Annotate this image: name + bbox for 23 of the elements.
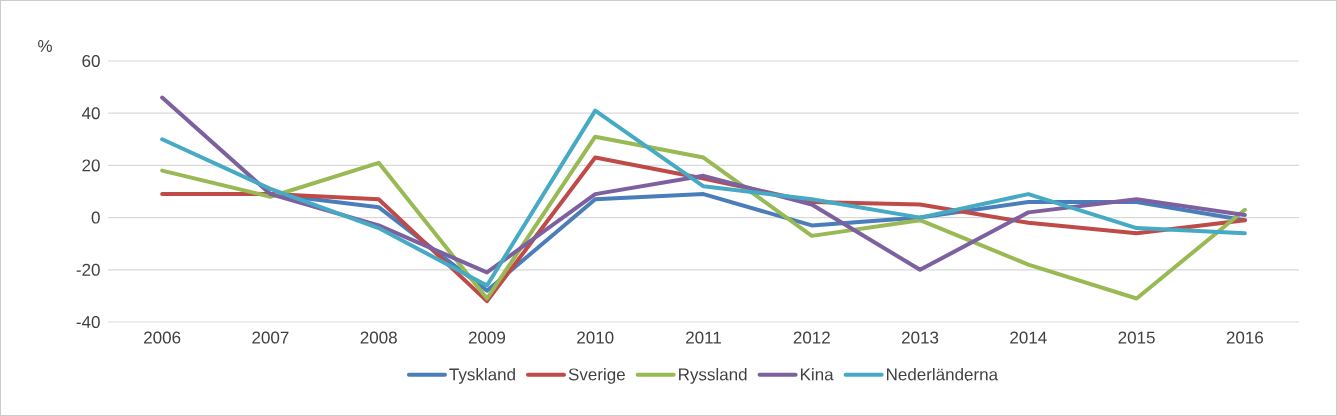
legend-label: Ryssland: [679, 367, 747, 384]
legend-label: Kina: [800, 367, 834, 381]
y-tick-label: 0: [91, 211, 100, 224]
x-tick-label: 2010: [577, 331, 614, 344]
x-tick-label: 2013: [902, 331, 939, 344]
x-tick-label: 2014: [1010, 331, 1047, 344]
x-tick-label: 2011: [686, 331, 721, 344]
x-tick-label: 2016: [1226, 331, 1264, 344]
legend-label: Sverige: [568, 367, 625, 384]
x-tick-label: 2009: [468, 331, 506, 344]
y-tick-label: 40: [81, 107, 100, 120]
y-tick-label: -20: [76, 263, 100, 276]
x-tick-label: 2015: [1118, 331, 1155, 344]
x-tick-label: 2008: [360, 331, 397, 344]
legend-label: Nederländerna: [887, 367, 999, 381]
x-tick-label: 2012: [793, 331, 830, 344]
y-axis-title: %: [38, 40, 52, 52]
y-tick-label: 60: [82, 54, 100, 68]
x-tick-label: 2007: [252, 331, 289, 344]
legend-label: Tyskland: [449, 367, 515, 384]
y-tick-label: -40: [76, 315, 100, 329]
y-tick-label: 20: [82, 159, 100, 172]
x-tick-label: 2006: [144, 331, 181, 344]
